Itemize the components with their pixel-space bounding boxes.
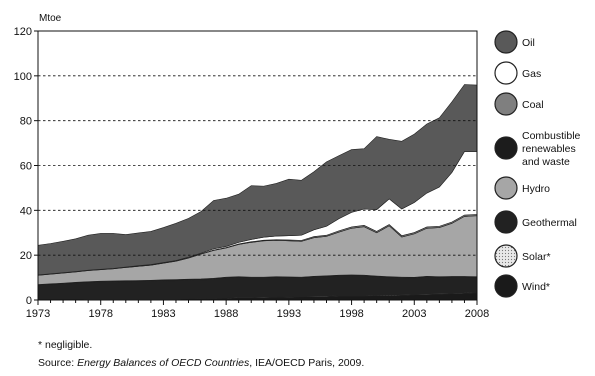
y-axis-unit: Mtoe <box>39 13 62 24</box>
x-tick-label: 1973 <box>26 308 50 320</box>
legend-swatch-geothermal <box>494 210 518 234</box>
y-tick-label: 20 <box>20 250 32 262</box>
stacked-areas <box>37 84 478 301</box>
legend-label-hydro: Hydro <box>522 183 550 195</box>
legend: Oil Gas Coal Combustible renewables and waste… <box>494 30 581 298</box>
source-title: Energy Balances of OECD Countries <box>77 357 250 369</box>
x-tick-label: 1993 <box>277 308 301 320</box>
legend-swatch-gas <box>494 61 518 85</box>
legend-swatch-coal <box>494 92 518 116</box>
legend-label-coal: Coal <box>522 99 544 111</box>
legend-swatch-combustible <box>494 136 518 160</box>
axes: 0 20 40 60 80 100 120 1973 1978 1983 1988 1993 1998 2… <box>14 26 490 320</box>
x-tick-label: 1998 <box>339 308 363 320</box>
source-suffix: , IEA/OECD Paris, 2009. <box>249 357 365 369</box>
y-tick-label: 100 <box>14 71 32 83</box>
legend-label-oil: Oil <box>522 37 535 49</box>
y-tick-label: 60 <box>20 161 32 173</box>
legend-label-geothermal: Geothermal <box>522 217 577 229</box>
legend-label-wind: Wind* <box>522 281 550 293</box>
footnote: * negligible. <box>38 339 93 351</box>
x-tick-label: 1983 <box>151 308 175 320</box>
x-tick-label: 2003 <box>402 308 426 320</box>
legend-swatch-solar <box>494 244 518 268</box>
y-tick-label: 120 <box>14 26 32 38</box>
legend-label-combustible: Combustible renewables and waste <box>522 130 581 168</box>
legend-label-solar: Solar* <box>522 251 551 263</box>
x-tick-label: 1988 <box>214 308 238 320</box>
legend-swatch-hydro <box>494 176 518 200</box>
y-tick-label: 0 <box>26 295 32 307</box>
gridlines <box>38 75 477 256</box>
x-tick-label: 2008 <box>465 308 489 320</box>
source-note: Source: Energy Balances of OECD Countrie… <box>38 357 364 369</box>
y-tick-label: 40 <box>20 205 32 217</box>
source-prefix: Source: <box>38 357 78 369</box>
legend-swatch-wind <box>494 274 518 298</box>
y-tick-label: 80 <box>20 116 32 128</box>
legend-swatch-oil <box>494 30 518 54</box>
x-tick-label: 1978 <box>88 308 112 320</box>
legend-label-gas: Gas <box>522 68 541 80</box>
